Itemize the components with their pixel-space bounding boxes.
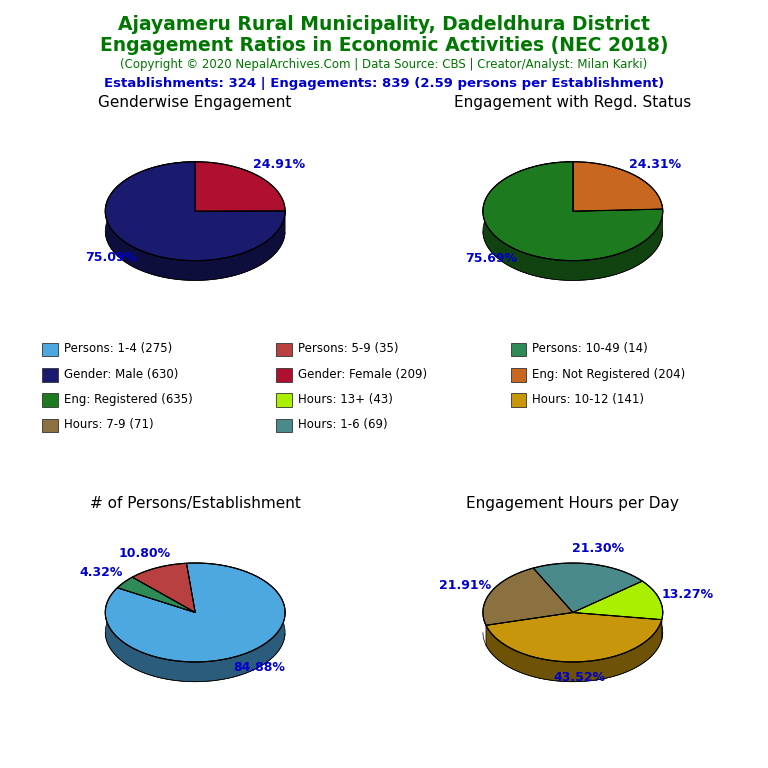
Polygon shape [486, 613, 662, 662]
Text: Hours: 1-6 (69): Hours: 1-6 (69) [298, 419, 388, 431]
Text: Eng: Registered (635): Eng: Registered (635) [64, 393, 193, 406]
Polygon shape [105, 162, 285, 260]
Polygon shape [105, 563, 285, 682]
Polygon shape [642, 581, 663, 640]
Polygon shape [573, 581, 663, 620]
Text: Persons: 1-4 (275): Persons: 1-4 (275) [64, 343, 172, 355]
Text: Hours: 13+ (43): Hours: 13+ (43) [298, 393, 393, 406]
Text: 24.91%: 24.91% [253, 158, 305, 171]
Polygon shape [486, 620, 662, 682]
Text: 21.30%: 21.30% [572, 542, 624, 555]
Text: 24.31%: 24.31% [629, 157, 681, 170]
Polygon shape [483, 162, 663, 260]
Text: Hours: 10-12 (141): Hours: 10-12 (141) [532, 393, 644, 406]
Polygon shape [483, 568, 573, 625]
Text: Ajayameru Rural Municipality, Dadeldhura District: Ajayameru Rural Municipality, Dadeldhura… [118, 15, 650, 35]
Polygon shape [132, 563, 195, 613]
Polygon shape [533, 563, 642, 613]
Text: Establishments: 324 | Engagements: 839 (2.59 persons per Establishment): Establishments: 324 | Engagements: 839 (… [104, 77, 664, 90]
Polygon shape [483, 162, 663, 280]
Text: 21.91%: 21.91% [439, 579, 491, 592]
Polygon shape [105, 563, 285, 662]
Text: 75.09%: 75.09% [85, 251, 137, 264]
Text: 84.88%: 84.88% [233, 660, 286, 674]
Text: (Copyright © 2020 NepalArchives.Com | Data Source: CBS | Creator/Analyst: Milan : (Copyright © 2020 NepalArchives.Com | Da… [121, 58, 647, 71]
Text: 43.52%: 43.52% [554, 671, 606, 684]
Text: Gender: Male (630): Gender: Male (630) [64, 368, 178, 380]
Text: Eng: Not Registered (204): Eng: Not Registered (204) [532, 368, 686, 380]
Title: Genderwise Engagement: Genderwise Engagement [98, 94, 292, 110]
Title: # of Persons/Establishment: # of Persons/Establishment [90, 496, 300, 511]
Text: Persons: 5-9 (35): Persons: 5-9 (35) [298, 343, 399, 355]
Title: Engagement Hours per Day: Engagement Hours per Day [466, 496, 679, 511]
Text: 4.32%: 4.32% [80, 566, 123, 579]
Title: Engagement with Regd. Status: Engagement with Regd. Status [454, 94, 691, 110]
Text: 10.80%: 10.80% [119, 547, 171, 560]
Polygon shape [105, 162, 285, 280]
Polygon shape [118, 578, 195, 613]
Polygon shape [195, 162, 285, 211]
Text: 75.69%: 75.69% [465, 252, 517, 265]
Text: Gender: Female (209): Gender: Female (209) [298, 368, 427, 380]
Polygon shape [573, 162, 663, 211]
Text: Engagement Ratios in Economic Activities (NEC 2018): Engagement Ratios in Economic Activities… [100, 36, 668, 55]
Text: 13.27%: 13.27% [661, 588, 713, 601]
Text: Hours: 7-9 (71): Hours: 7-9 (71) [64, 419, 154, 431]
Text: Persons: 10-49 (14): Persons: 10-49 (14) [532, 343, 648, 355]
